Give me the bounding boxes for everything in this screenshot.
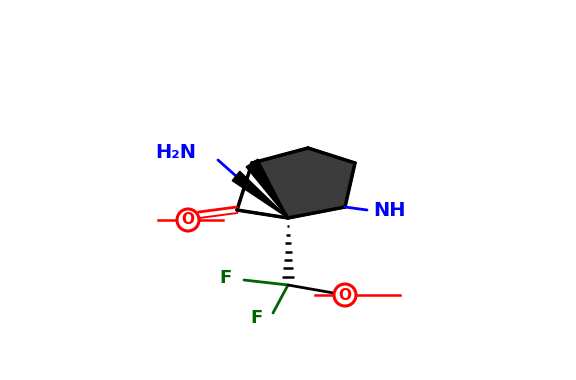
Polygon shape — [232, 171, 288, 218]
Text: O: O — [339, 288, 351, 302]
Polygon shape — [252, 148, 355, 218]
Circle shape — [334, 284, 356, 306]
Text: NH: NH — [373, 201, 406, 220]
Text: F: F — [220, 269, 232, 287]
Circle shape — [177, 209, 199, 231]
Text: F: F — [251, 309, 263, 327]
Polygon shape — [246, 159, 288, 218]
Text: H₂N: H₂N — [155, 142, 196, 162]
Text: O: O — [181, 212, 195, 228]
